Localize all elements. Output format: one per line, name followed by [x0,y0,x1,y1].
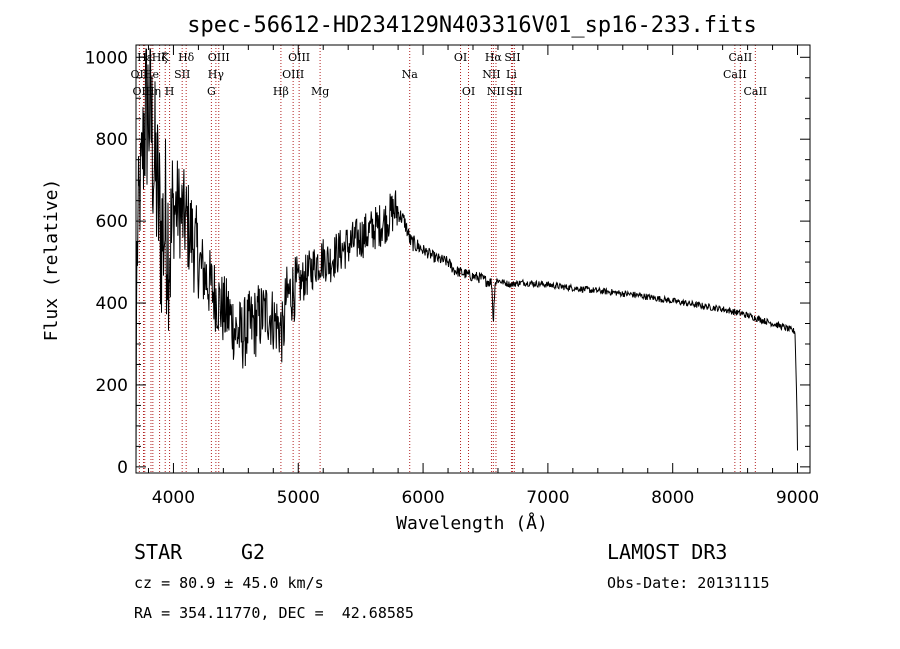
y-tick-label: 800 [96,130,128,150]
y-tick-label: 0 [117,458,128,478]
spectral-line-label: OIII [208,51,230,64]
spectral-line-label: Na [402,68,419,81]
x-tick-label: 9000 [776,488,819,508]
spectral-line-label: NII [487,85,505,98]
spectral-line-label: OI [462,85,475,98]
x-axis-ticks: 4000 5000 6000 7000 8000 9000 [147,45,819,508]
y-tick-label: 400 [96,294,128,314]
object-class: STAR [134,540,183,564]
spectral-line-label: CaII [743,85,767,98]
x-tick-label: 4000 [152,488,195,508]
x-tick-label: 6000 [401,488,444,508]
spectral-line-label: NII [482,68,500,81]
spectral-line-label: OI [454,51,467,64]
spectral-line-label: SII [504,51,520,64]
x-tick-label: 8000 [651,488,694,508]
spectral-line-label: OIII [282,68,304,81]
spectral-line-label: Hα [485,51,503,64]
spectral-line-label: G [207,85,216,98]
x-axis-label: Wavelength (Å) [396,512,548,534]
flux-series-line [135,47,798,467]
spectral-line-label: Mg [311,85,329,98]
chart-title: spec-56612-HD234129N403316V01_sp16-233.f… [187,13,757,38]
spectral-line-label: K [161,51,170,64]
subclass: G2 [241,540,266,564]
y-tick-label: 600 [96,212,128,232]
spectral-line-label: Hζ [152,51,168,64]
y-axis-ticks: 0 200 400 600 800 1000 [85,48,810,478]
spectral-line-label: SII [506,85,522,98]
spectral-line-label: CaII [723,68,747,81]
observation-date: Obs-Date: 20131115 [607,574,770,592]
y-axis-label: Flux (relative) [41,179,62,342]
survey-name: LAMOST DR3 [607,540,728,564]
sky-coordinates: RA = 354.11770, DEC = 42.68585 [134,604,414,622]
redshift-velocity: cz = 80.9 ± 45.0 km/s [134,574,324,592]
plot-frame [135,44,811,474]
y-tick-label: 1000 [85,48,128,68]
spectral-line-label: OIII [132,85,154,98]
x-tick-label: 5000 [277,488,320,508]
spectral-line-label: CaII [729,51,753,64]
y-tick-label: 200 [96,376,128,396]
spectral-line-label: OII [131,68,149,81]
spectral-line-label: Hη [145,85,161,98]
x-tick-label: 7000 [526,488,569,508]
spectral-line-label: OIII [288,51,310,64]
spectral-line-label: Hδ [178,51,195,64]
spectral-line-label: Li [506,68,517,81]
spectral-line-label: Hβ [273,85,289,98]
spectral-line-label: SII [174,68,190,81]
spectral-line-label: H [165,85,175,98]
spectral-line-label: Hγ [208,68,225,81]
